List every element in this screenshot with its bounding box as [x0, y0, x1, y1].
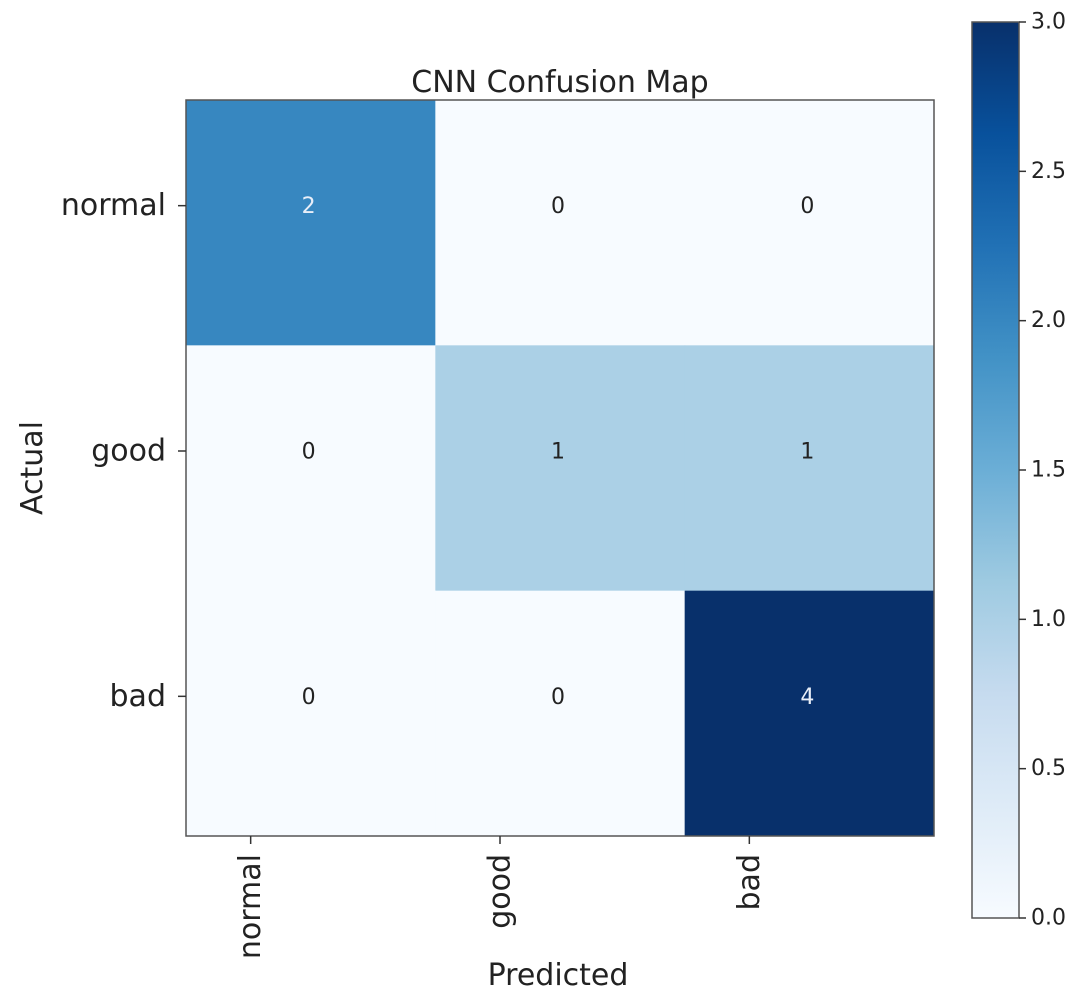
cell-value-label: 0 [302, 440, 316, 465]
heatmap-cells: 2 0 0 0 1 1 0 0 4 [186, 100, 935, 837]
colorbar-tick-label: 2.0 [1031, 308, 1066, 333]
colorbar-tick-label: 0.0 [1031, 906, 1066, 931]
x-tick-label: normal [233, 854, 268, 959]
heatmap-cell [186, 590, 436, 837]
x-tick-label: bad [732, 854, 767, 910]
heatmap-frame [185, 99, 935, 837]
colorbar-tick-label: 0.5 [1031, 756, 1066, 781]
heatmap-cell [186, 345, 436, 592]
colorbar-tick-label: 1.5 [1031, 458, 1066, 483]
heatmap-cell [186, 100, 436, 346]
colorbar [971, 21, 1020, 919]
heatmap-cell [435, 590, 686, 837]
y-axis-label: Actual [15, 421, 50, 515]
heatmap-cell [684, 590, 935, 837]
cell-value-label: 0 [302, 685, 316, 710]
heatmap-cell [435, 345, 686, 592]
y-tick-label: bad [110, 679, 166, 714]
y-tick-label: good [91, 434, 166, 469]
cell-value-label: 0 [551, 194, 565, 219]
colorbar-tick-label: 1.0 [1031, 607, 1066, 632]
y-axis-ticks: normal good bad [61, 188, 186, 714]
cell-value-label: 0 [800, 194, 814, 219]
heatmap-cell [435, 100, 686, 346]
cell-value-label: 1 [800, 440, 814, 465]
y-tick-label: normal [61, 188, 166, 223]
colorbar-ticks: 0.0 0.5 1.0 1.5 2.0 2.5 3.0 [1019, 10, 1066, 931]
cell-value-label: 0 [551, 685, 565, 710]
x-axis-label: Predicted [488, 958, 629, 993]
cell-value-label: 4 [800, 685, 814, 710]
cell-value-label: 1 [551, 440, 565, 465]
chart-title: CNN Confusion Map [411, 65, 708, 100]
cell-value-label: 2 [302, 194, 316, 219]
heatmap-cell [684, 100, 935, 346]
colorbar-tick-label: 2.5 [1031, 159, 1066, 184]
x-tick-label: good [483, 854, 518, 929]
colorbar-tick-label: 3.0 [1031, 10, 1066, 35]
heatmap-cell [684, 345, 935, 592]
x-axis-ticks: normal good bad [233, 836, 767, 959]
